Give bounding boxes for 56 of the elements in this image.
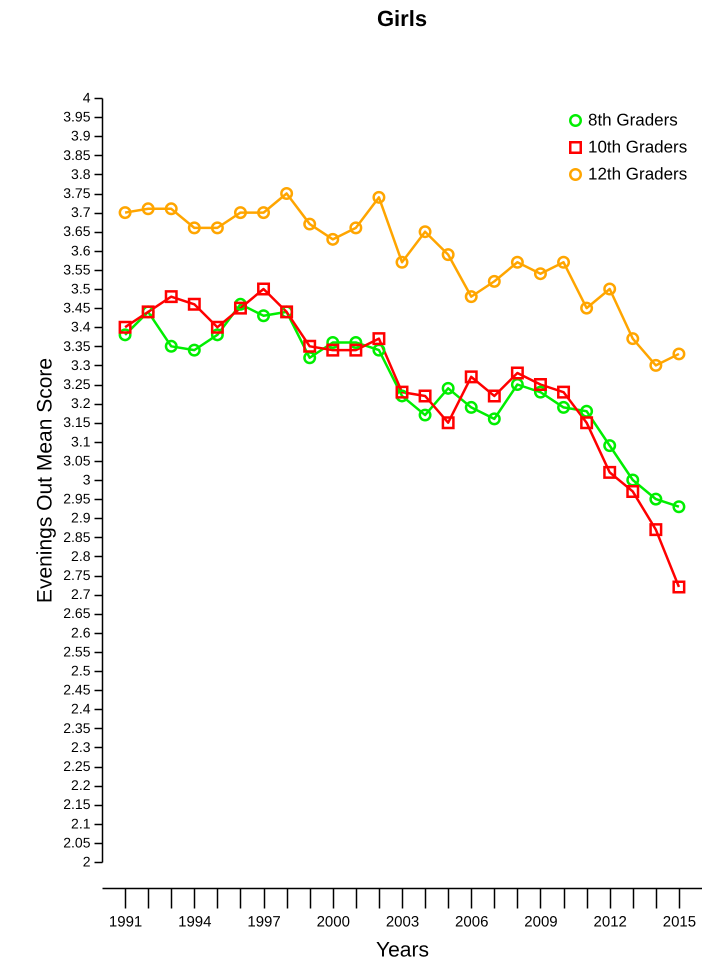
y-tick-label: 3.9	[71, 128, 91, 144]
y-tick-label: 3	[82, 472, 91, 488]
y-tick-label: 3.2	[71, 395, 91, 412]
legend-label: 10th Graders	[588, 138, 688, 156]
chart-title: Girls	[376, 6, 428, 31]
y-tick-label: 3.65	[63, 223, 91, 240]
y-tick-label: 3.5	[71, 280, 91, 296]
y-tick-label: 3.05	[63, 452, 91, 468]
y-tick-label: 3.85	[63, 146, 91, 163]
y-tick-label: 2.8	[71, 548, 91, 564]
x-tick-label: 2000	[316, 914, 350, 930]
y-axis-title: Evenings Out Mean Score	[33, 358, 56, 604]
y-tick-label: 3.25	[63, 376, 91, 392]
y-tick-label: 2.85	[63, 528, 91, 545]
y-tick-label: 3.45	[63, 300, 91, 316]
y-tick-label: 2.75	[63, 567, 91, 583]
y-tick-label: 3.95	[63, 108, 91, 125]
y-tick-label: 3.55	[63, 261, 91, 278]
y-tick-label: 2.35	[63, 720, 91, 736]
y-tick-label: 3.6	[71, 242, 91, 258]
y-tick-label: 2.5	[71, 662, 91, 678]
x-tick-label: 2003	[386, 914, 420, 930]
y-tick-label: 2.25	[63, 758, 91, 774]
y-tick-label: 2.65	[63, 605, 91, 622]
y-tick-label: 2.2	[71, 777, 91, 794]
y-tick-label: 3.3	[71, 356, 91, 373]
y-tick-label: 3.8	[71, 166, 91, 182]
legend-label: 8th Graders	[588, 110, 678, 130]
y-tick-label: 3.75	[63, 185, 91, 201]
y-tick-label: 2.3	[71, 738, 91, 755]
x-tick-label: 2009	[524, 914, 558, 930]
y-tick-label: 2.7	[71, 586, 91, 602]
y-tick-label: 2.45	[63, 682, 91, 698]
x-tick-label: 1997	[247, 914, 281, 930]
y-tick-label: 2	[82, 854, 91, 870]
legend-label: 12th Graders	[588, 164, 688, 184]
x-tick-label: 1994	[178, 914, 212, 930]
y-tick-label: 2.4	[71, 700, 91, 717]
x-tick-label: 2015	[662, 914, 696, 930]
y-tick-label: 2.55	[63, 643, 91, 660]
y-tick-label: 3.15	[63, 414, 91, 430]
x-tick-label: 1991	[108, 914, 142, 930]
y-tick-label: 2.05	[63, 834, 91, 850]
y-tick-label: 3.1	[71, 433, 91, 450]
y-tick-label: 2.6	[71, 624, 91, 640]
y-tick-label: 4	[82, 90, 91, 106]
y-tick-label: 2.15	[63, 796, 91, 812]
y-tick-label: 2.95	[63, 490, 91, 507]
y-tick-label: 3.7	[71, 204, 91, 220]
y-tick-label: 3.4	[71, 318, 91, 335]
x-tick-label: 2012	[594, 914, 627, 930]
x-tick-label: 2006	[455, 914, 488, 930]
y-tick-label: 3.35	[63, 338, 91, 354]
x-axis-title: Years	[376, 938, 429, 962]
y-tick-label: 2.9	[71, 510, 91, 526]
y-tick-label: 2.1	[71, 815, 91, 832]
